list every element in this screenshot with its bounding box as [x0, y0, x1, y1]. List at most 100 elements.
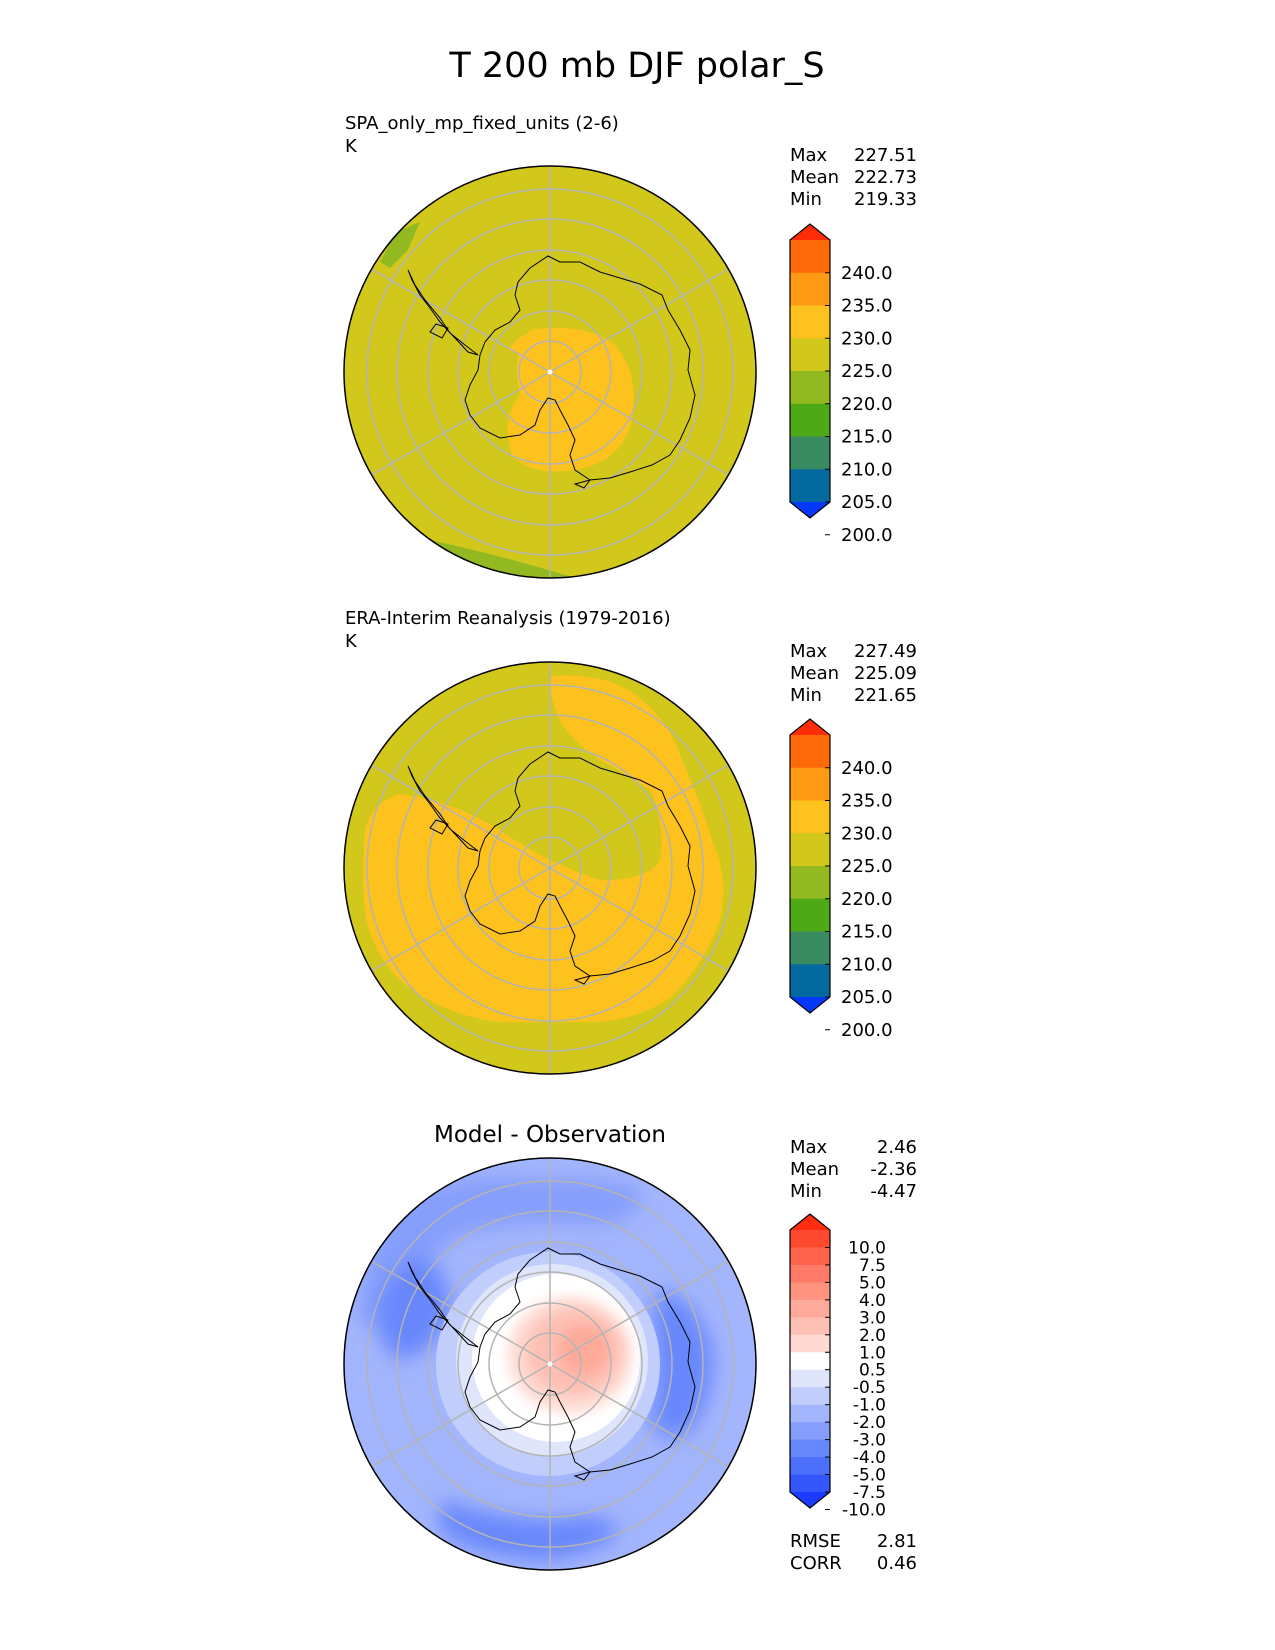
colorbar-segment [790, 1299, 830, 1318]
colorbar-extend-bottom [790, 502, 830, 518]
colorbar-tick-label: 225.0 [841, 856, 893, 877]
colorbar-tick-label: 1.0 [859, 1343, 886, 1363]
colorbar-segment [790, 1230, 830, 1249]
colorbar-tick-label: -0.5 [853, 1378, 886, 1398]
figure-title: T 200 mb DJF polar_S [448, 46, 824, 86]
panel-reference-obs: ERA-Interim Reanalysis (1979-2016) K Max… [343, 608, 917, 1075]
colorbar-tick-label: 4.0 [859, 1291, 886, 1311]
colorbar-tick-label: 3.0 [859, 1308, 886, 1328]
colorbar-segment [790, 1404, 830, 1423]
colorbar-tick-label: -3.0 [853, 1431, 886, 1451]
colorbar-tick-label: 0.5 [859, 1361, 886, 1381]
stat-label-max: Max [790, 1137, 828, 1158]
stat-label-min: Min [790, 685, 822, 706]
colorbar-segment [790, 469, 830, 503]
colorbar: 240.0 235.0 230.0 225.0 220.0 215.0 210.0 205.0… [789, 223, 893, 546]
colorbar-tick-label: 235.0 [841, 296, 893, 317]
colorbar-segment [790, 338, 830, 372]
colorbar-segment [790, 1334, 830, 1353]
colorbar-segment [790, 403, 830, 438]
colorbar-segment [790, 1264, 830, 1283]
stat-label-min: Min [790, 1181, 822, 1202]
colorbar-extend-top [790, 224, 830, 240]
colorbar-segment [790, 1474, 830, 1493]
antarctica-coastline [407, 1247, 696, 1481]
panel-test-model: SPA_only_mp_fixed_units (2-6) K Max [343, 113, 917, 579]
field-cool-patch [380, 222, 420, 268]
colorbar-segment [790, 866, 830, 900]
colorbar-tick-label: 230.0 [841, 823, 893, 844]
stat-value-min: 221.65 [854, 685, 917, 706]
map-frame [343, 1157, 757, 1571]
stat-label-mean: Mean [790, 1159, 839, 1180]
colorbar-segment [790, 767, 830, 802]
antarctica-coastline [407, 751, 696, 985]
field-warm-band [363, 675, 724, 1022]
stat-value-max: 227.49 [854, 641, 917, 662]
colorbar-segment [790, 898, 830, 933]
stat-label-max: Max [790, 641, 828, 662]
stat-label-mean: Mean [790, 167, 839, 188]
stat-label-rmse: RMSE [790, 1531, 841, 1552]
panel-title: Model - Observation [434, 1122, 666, 1148]
colorbar-tick-label: 240.0 [841, 758, 893, 779]
stat-value-min: 219.33 [854, 189, 917, 210]
stats-block: Max 227.51 Mean 222.73 Min 219.33 [790, 145, 917, 210]
colorbar-segment [790, 735, 830, 769]
panel-title: SPA_only_mp_fixed_units (2-6) [345, 113, 619, 134]
map-frame [343, 165, 757, 579]
colorbar-tick-label: 205.0 [841, 987, 893, 1008]
colorbar-tick-label: 200.0 [841, 525, 893, 546]
stat-label-min: Min [790, 189, 822, 210]
colorbar-extend-bottom [790, 1492, 830, 1508]
colorbar-segment [790, 800, 830, 834]
colorbar-tick-label: 215.0 [841, 922, 893, 943]
colorbar-segment [790, 272, 830, 307]
colorbar-tick-label: -2.0 [853, 1413, 886, 1433]
colorbar-tick-label: 240.0 [841, 263, 893, 284]
colorbar-tick-label: -4.0 [853, 1448, 886, 1468]
colorbar: 10.07.55.04.03.02.01.00.5-0.5-1.0-2.0-3.… [789, 1213, 886, 1520]
stat-value-mean: -2.36 [870, 1159, 917, 1180]
map-graticule [365, 662, 735, 1074]
colorbar-tick-label: 230.0 [841, 328, 893, 349]
stat-label-mean: Mean [790, 663, 839, 684]
colorbar-tick-label: 5.0 [859, 1273, 886, 1293]
antarctica-coastline [407, 255, 696, 489]
colorbar-segment [790, 1352, 830, 1371]
stats-block: Max 227.49 Mean 225.09 Min 221.65 [790, 641, 917, 706]
colorbar-segment [790, 305, 830, 339]
colorbar-extend-bottom [790, 997, 830, 1013]
colorbar-tick-label: 10.0 [848, 1238, 886, 1258]
colorbar-tick-label: 225.0 [841, 361, 893, 382]
colorbar-tick-label: 220.0 [841, 889, 893, 910]
colorbar-tick-label: -10.0 [842, 1500, 886, 1520]
colorbar-segment [790, 1369, 830, 1388]
stat-label-corr: CORR [790, 1553, 842, 1574]
colorbar-segment [790, 1387, 830, 1406]
colorbar-tick-label: -5.0 [853, 1466, 886, 1486]
field-warm-patch [508, 332, 540, 360]
panel-title: ERA-Interim Reanalysis (1979-2016) [345, 608, 671, 629]
colorbar-segment [790, 833, 830, 867]
colorbar-segment [790, 436, 830, 470]
stat-value-max: 227.51 [854, 145, 917, 166]
colorbar-segment [790, 1439, 830, 1458]
colorbar-segment [790, 1457, 830, 1476]
panel-units: K [345, 631, 358, 652]
field-warm-patch [507, 327, 634, 472]
colorbar-tick-label: -1.0 [853, 1396, 886, 1416]
field-cool-band [359, 1177, 642, 1327]
colorbar-tick-label: 200.0 [841, 1020, 893, 1041]
colorbar-extend-top [790, 1214, 830, 1230]
colorbar-segment [790, 1422, 830, 1441]
colorbar-tick-label: 220.0 [841, 394, 893, 415]
stat-label-max: Max [790, 145, 828, 166]
panel-units: K [345, 136, 358, 157]
map-frame [343, 661, 757, 1075]
colorbar-extend-top [790, 719, 830, 735]
stat-value-mean: 225.09 [854, 663, 917, 684]
pole-marker [547, 369, 553, 375]
colorbar-tick-label: 7.5 [859, 1256, 886, 1276]
